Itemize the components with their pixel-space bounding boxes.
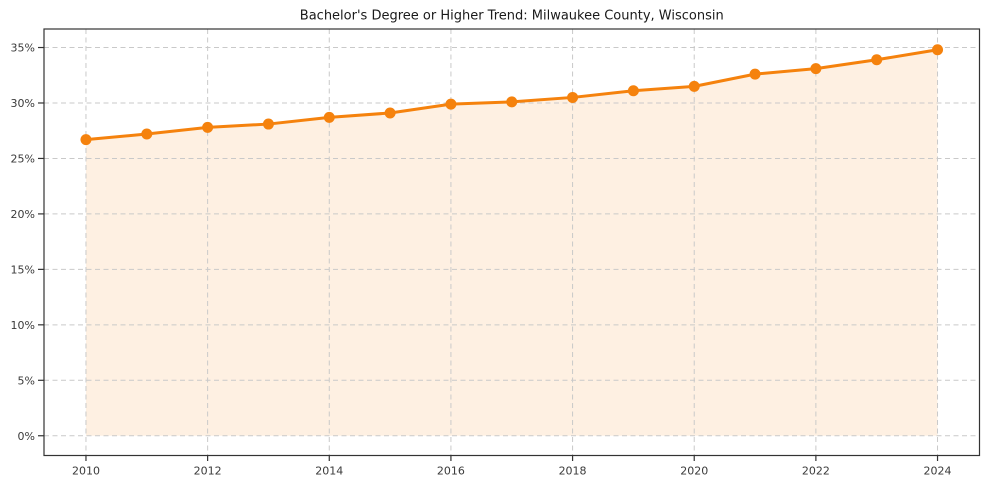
y-tick-label-35: 35% (11, 42, 35, 55)
x-tick-label-2012: 2012 (194, 465, 222, 478)
data-point-2019 (627, 85, 639, 97)
tick-label-layer: 0% 5% 10% 15% 20% 25% 30% 35% 2010 2012 2014 2016 20… (11, 42, 952, 478)
y-tick-label-30: 30% (11, 97, 35, 110)
data-point-2020 (688, 80, 700, 92)
data-point-2018 (567, 91, 579, 103)
tick-mark-layer (38, 46, 939, 461)
y-tick-label-15: 15% (11, 263, 35, 276)
data-point-2024 (932, 44, 944, 56)
plot-border (43, 28, 981, 457)
data-point-2021 (749, 68, 761, 80)
y-tick-label-5: 5% (18, 374, 35, 387)
data-point-2013 (262, 118, 274, 130)
y-tick-label-0: 0% (18, 430, 35, 443)
area-fill-layer (85, 49, 938, 436)
chart-title: Bachelor's Degree or Higher Trend: Milwa… (300, 9, 724, 24)
area-fill (85, 49, 938, 436)
plot-border-layer (43, 28, 981, 457)
y-tick-label-25: 25% (11, 152, 35, 165)
data-point-2015 (384, 107, 396, 119)
x-tick-label-2018: 2018 (559, 465, 587, 478)
data-point-2014 (323, 111, 335, 123)
y-tick-label-10: 10% (11, 319, 35, 332)
data-point-2022 (810, 63, 822, 75)
data-point-2010 (80, 134, 92, 146)
data-point-2017 (506, 96, 518, 108)
x-tick-label-2024: 2024 (924, 465, 952, 478)
data-point-2011 (141, 128, 153, 140)
x-tick-label-2014: 2014 (315, 465, 343, 478)
x-tick-label-2022: 2022 (802, 465, 830, 478)
x-tick-label-2016: 2016 (437, 465, 465, 478)
data-point-2023 (871, 54, 883, 66)
x-tick-label-2020: 2020 (680, 465, 708, 478)
series-layer (80, 44, 944, 146)
x-tick-label-2010: 2010 (72, 465, 100, 478)
data-point-2012 (202, 121, 214, 133)
data-point-2016 (445, 98, 457, 110)
y-tick-label-20: 20% (11, 208, 35, 221)
